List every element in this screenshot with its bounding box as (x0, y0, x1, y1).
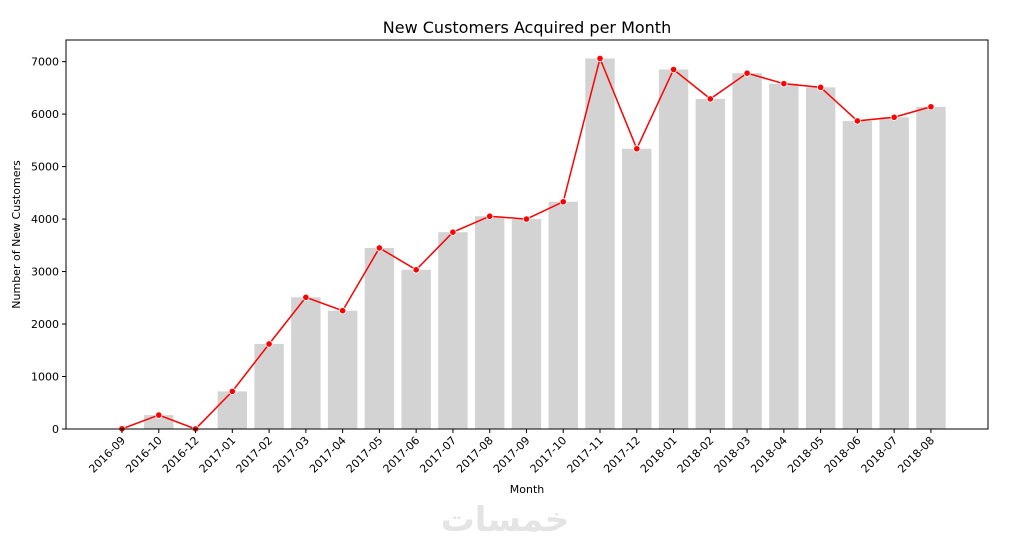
line-point (927, 103, 935, 111)
line-point (817, 83, 825, 91)
bar (401, 269, 431, 429)
line-point (853, 117, 862, 125)
x-tick-label: 2017-10 (528, 434, 570, 476)
x-tick-label: 2017-12 (601, 434, 643, 476)
x-tick-label: 2017-05 (344, 434, 386, 476)
x-tick-label: 2016-09 (86, 434, 128, 476)
bar (916, 106, 946, 429)
plot-frame (65, 39, 989, 430)
bar (548, 201, 578, 429)
line-point (706, 95, 714, 103)
line-point (449, 228, 457, 236)
line-point (486, 212, 494, 220)
line-point (375, 244, 383, 252)
x-tick-label: 2017-07 (417, 434, 459, 476)
line-point (522, 215, 531, 223)
bar (474, 216, 505, 429)
x-tick-label: 2017-11 (564, 434, 606, 476)
line-point (890, 113, 898, 121)
y-tick-label: 7000 (31, 56, 59, 69)
bar (291, 297, 321, 429)
y-tick-label: 2000 (31, 318, 59, 331)
bar (805, 87, 836, 430)
bar (364, 247, 395, 429)
bar (879, 117, 909, 429)
bar (769, 83, 799, 429)
y-tick-label: 3000 (31, 266, 59, 279)
bar (327, 310, 358, 429)
line-point (228, 387, 236, 395)
y-tick-label: 0 (52, 423, 59, 436)
bar (842, 120, 873, 430)
y-tick-label: 1000 (31, 371, 59, 384)
x-tick-label: 2018-08 (895, 434, 937, 476)
y-tick-label: 5000 (31, 161, 59, 174)
line-point (339, 307, 347, 315)
x-axis: 2016-092016-102016-122017-012017-022017-… (86, 429, 937, 476)
bar (438, 232, 468, 429)
y-axis-label: Number of New Customers (10, 160, 23, 309)
bar (658, 69, 689, 429)
x-tick-label: 2016-10 (123, 434, 165, 476)
y-tick-label: 4000 (31, 213, 59, 226)
line-point (559, 198, 567, 206)
x-tick-label: 2018-04 (748, 434, 790, 476)
watermark-logo: خمسات (441, 500, 570, 540)
line-point (265, 340, 273, 348)
bar (585, 58, 615, 430)
x-tick-label: 2017-09 (491, 434, 533, 476)
x-tick-label: 2016-12 (160, 434, 202, 476)
bar (622, 148, 652, 429)
line-point (743, 69, 751, 77)
line-point (155, 411, 163, 419)
line-point (412, 266, 420, 274)
bar (732, 73, 762, 429)
bar (695, 98, 726, 430)
x-tick-label: 2018-06 (822, 434, 864, 476)
bar-series (107, 58, 946, 430)
x-tick-label: 2017-08 (454, 434, 496, 476)
line-point (302, 293, 310, 301)
bar (254, 343, 284, 429)
x-tick-label: 2018-02 (675, 434, 717, 476)
chart-title: New Customers Acquired per Month (383, 18, 671, 37)
x-tick-label: 2018-03 (712, 434, 754, 476)
x-tick-label: 2017-03 (270, 434, 312, 476)
x-tick-label: 2017-02 (234, 434, 276, 476)
x-axis-label: Month (510, 483, 545, 496)
bar (511, 219, 542, 429)
x-tick-label: 2017-06 (381, 434, 423, 476)
x-tick-label: 2017-01 (197, 434, 239, 476)
line-point (633, 145, 641, 153)
x-tick-label: 2018-05 (785, 434, 827, 476)
line-point (596, 54, 604, 63)
x-tick-label: 2018-01 (638, 434, 680, 476)
y-tick-label: 6000 (31, 108, 59, 121)
x-tick-label: 2018-07 (859, 434, 901, 476)
line-point (780, 80, 788, 88)
y-axis: 0 1000 2000 3000 4000 5000 6000 7000 (31, 56, 66, 436)
line-point (669, 65, 678, 74)
bar (217, 391, 248, 429)
x-tick-label: 2017-04 (307, 434, 349, 476)
